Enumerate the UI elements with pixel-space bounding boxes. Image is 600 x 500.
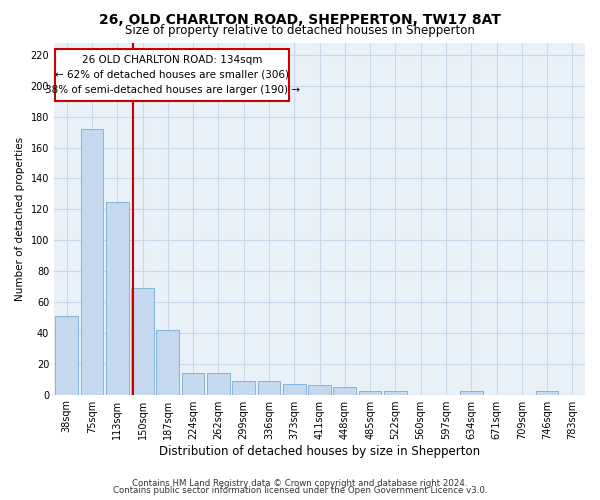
Bar bbox=[308, 386, 331, 394]
Bar bbox=[182, 373, 205, 394]
FancyBboxPatch shape bbox=[55, 48, 289, 101]
Y-axis label: Number of detached properties: Number of detached properties bbox=[15, 136, 25, 300]
Bar bbox=[55, 316, 78, 394]
Bar bbox=[359, 392, 382, 394]
Bar bbox=[131, 288, 154, 395]
Text: 38% of semi-detached houses are larger (190) →: 38% of semi-detached houses are larger (… bbox=[45, 84, 300, 94]
Bar bbox=[460, 392, 482, 394]
Text: ← 62% of detached houses are smaller (306): ← 62% of detached houses are smaller (30… bbox=[55, 70, 289, 80]
Text: Contains public sector information licensed under the Open Government Licence v3: Contains public sector information licen… bbox=[113, 486, 487, 495]
Bar bbox=[536, 392, 559, 394]
Bar bbox=[257, 380, 280, 394]
Bar bbox=[157, 330, 179, 394]
Text: 26, OLD CHARLTON ROAD, SHEPPERTON, TW17 8AT: 26, OLD CHARLTON ROAD, SHEPPERTON, TW17 … bbox=[99, 12, 501, 26]
Text: Size of property relative to detached houses in Shepperton: Size of property relative to detached ho… bbox=[125, 24, 475, 37]
Bar bbox=[207, 373, 230, 394]
Bar bbox=[232, 380, 255, 394]
Text: 26 OLD CHARLTON ROAD: 134sqm: 26 OLD CHARLTON ROAD: 134sqm bbox=[82, 55, 262, 65]
Bar bbox=[80, 129, 103, 394]
Text: Contains HM Land Registry data © Crown copyright and database right 2024.: Contains HM Land Registry data © Crown c… bbox=[132, 478, 468, 488]
X-axis label: Distribution of detached houses by size in Shepperton: Distribution of detached houses by size … bbox=[159, 444, 480, 458]
Bar bbox=[334, 387, 356, 394]
Bar bbox=[106, 202, 128, 394]
Bar bbox=[283, 384, 305, 394]
Bar bbox=[384, 392, 407, 394]
